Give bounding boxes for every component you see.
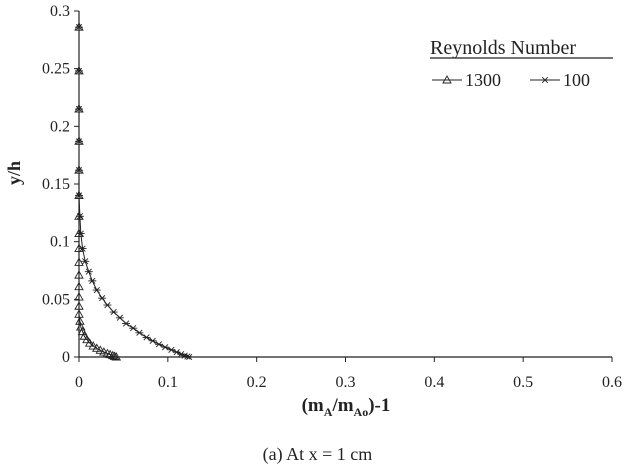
data-point	[98, 295, 107, 302]
legend-item-100: 100	[530, 70, 590, 90]
legend-label: 100	[563, 70, 590, 90]
data-point	[161, 344, 170, 351]
x-axis-title-sub1: A	[324, 405, 333, 419]
data-point	[74, 257, 84, 266]
x-axis-title-open: (m	[302, 395, 324, 416]
data-point	[76, 230, 85, 237]
legend-marker	[442, 75, 452, 84]
x-axis-title-mid: /m	[331, 395, 353, 416]
series-100	[75, 24, 194, 361]
data-point	[154, 341, 163, 348]
y-axis: 0 0.05 0.1 0.15 0.2 0.25 0.3	[42, 3, 80, 366]
x-tick-label: 0.1	[158, 374, 178, 391]
data-point	[122, 320, 131, 327]
data-point	[75, 213, 84, 220]
x-tick-label: 0.4	[424, 374, 444, 391]
data-point	[79, 331, 90, 340]
y-tick-label: 0.2	[50, 118, 70, 135]
data-point	[75, 105, 83, 113]
x-axis-title-close: )-1	[368, 395, 390, 416]
data-point	[92, 286, 101, 294]
plot-area	[74, 22, 194, 361]
y-tick-label: 0.05	[42, 291, 70, 308]
data-point	[74, 301, 84, 310]
data-point	[75, 24, 83, 31]
data-point	[115, 314, 124, 321]
data-point	[82, 334, 92, 344]
data-point	[74, 281, 84, 291]
legend-label: 1300	[465, 70, 501, 90]
x-tick-label: 0	[75, 374, 83, 391]
y-tick-label: 0.3	[50, 3, 70, 20]
data-point	[102, 348, 113, 357]
x-tick-label: 0.5	[513, 374, 533, 391]
data-point	[185, 353, 194, 361]
data-point	[105, 349, 115, 359]
y-tick-label: 0.1	[50, 234, 70, 251]
x-tick-label: 0.3	[336, 374, 356, 391]
series-line	[78, 27, 190, 358]
legend-title: Reynolds Number	[430, 37, 576, 59]
data-point	[75, 138, 83, 145]
data-point	[81, 258, 90, 265]
data-point	[84, 338, 95, 347]
data-point	[74, 309, 84, 318]
chart: 00.050.10.150.20.250.3 0 0.1 0.2 0.3 0.4 0.5 0…	[4, 3, 622, 419]
y-tick-label: 0.25	[42, 61, 70, 78]
series-line	[78, 27, 117, 358]
y-tick-label: 0	[62, 349, 70, 366]
x-tick-label: 0.2	[247, 374, 267, 391]
legend: Reynolds Number 1300 100	[430, 37, 613, 90]
x-axis: 0 0.1 0.2 0.3 0.4 0.5 0.6	[75, 356, 622, 391]
data-point	[103, 301, 112, 309]
data-point	[91, 343, 102, 352]
data-point	[109, 351, 120, 360]
y-tick-label: 0.15	[42, 176, 70, 193]
data-point	[129, 325, 138, 332]
legend-items: 1300 100	[432, 70, 590, 90]
x-tick-label: 0.6	[602, 374, 622, 391]
legend-marker	[541, 76, 549, 84]
data-point	[142, 334, 151, 341]
data-point	[78, 245, 87, 252]
data-point	[74, 270, 84, 279]
x-axis-title-sub2: Ao	[354, 405, 369, 419]
figure-caption: (a) At x = 1 cm	[262, 444, 373, 464]
legend-item-1300: 1300	[432, 70, 501, 90]
x-axis-title: (mA/mAo)-1	[302, 395, 391, 419]
data-point	[135, 329, 144, 336]
data-point	[111, 352, 122, 361]
data-point	[84, 268, 93, 275]
data-point	[75, 67, 83, 75]
y-axis-title: y/h	[4, 161, 24, 185]
data-point	[95, 345, 106, 354]
data-point	[74, 292, 84, 301]
data-point	[109, 308, 118, 316]
data-point	[74, 243, 84, 253]
data-point	[88, 277, 97, 284]
data-point	[75, 192, 83, 199]
data-point	[148, 337, 157, 344]
data-point	[88, 341, 98, 350]
data-point	[75, 167, 83, 174]
